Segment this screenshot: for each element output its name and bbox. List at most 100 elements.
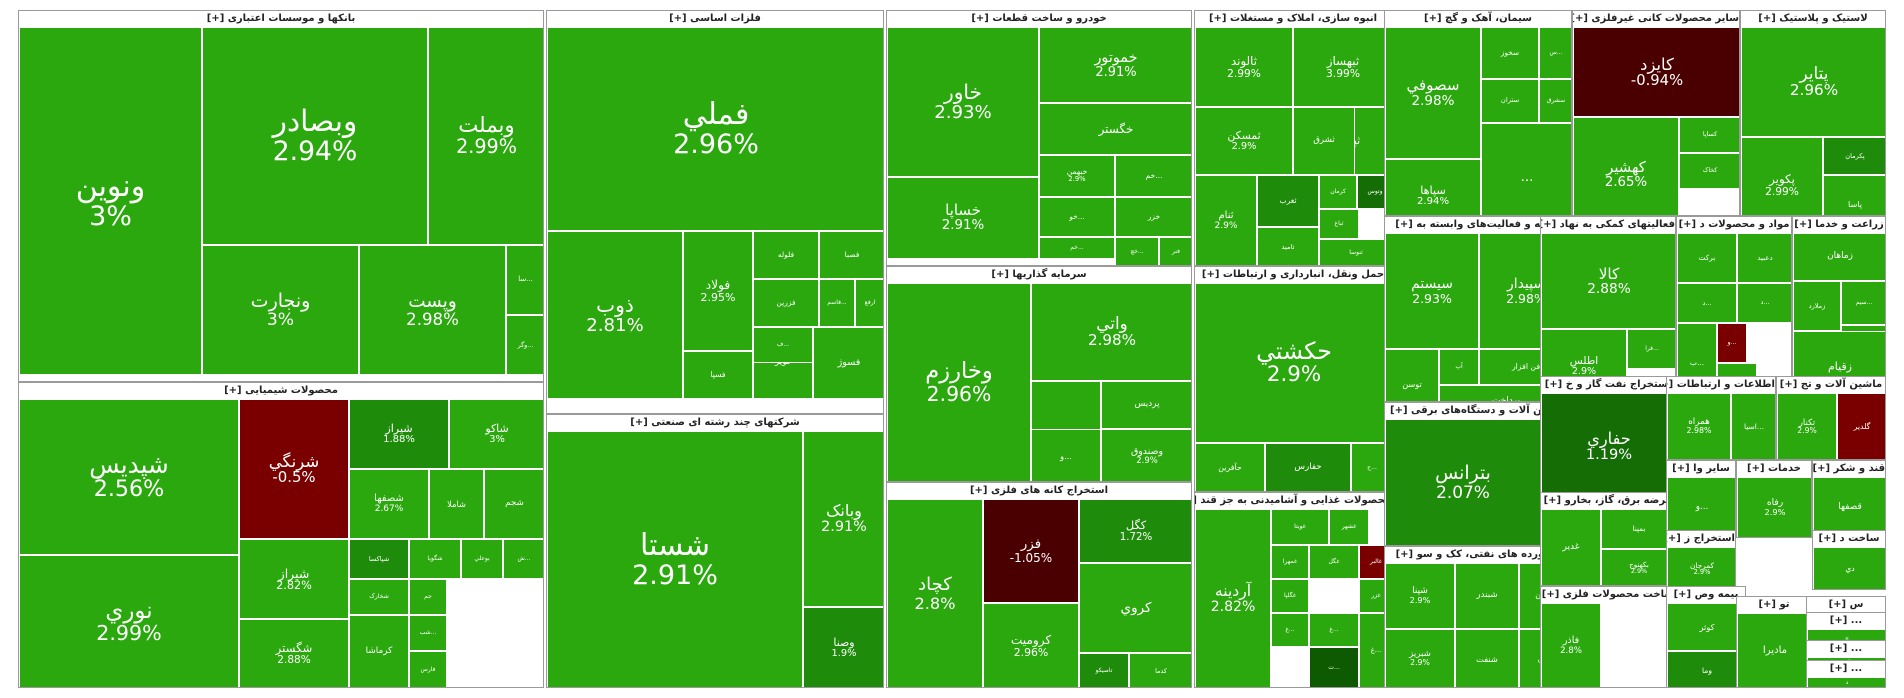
treemap-tile[interactable]: کالا 2.88%	[1541, 233, 1675, 329]
sector-header[interactable]: اطلاعات و ارتباطات [+]	[1667, 377, 1775, 393]
treemap-tile[interactable]: وبانک 2.91%	[803, 431, 883, 607]
treemap-tile[interactable]: فلوله	[753, 231, 819, 279]
sector-header[interactable]: قند و شکر [+]	[1813, 461, 1885, 477]
treemap-tile[interactable]: ثالوند 2.99%	[1195, 27, 1293, 107]
treemap-tile[interactable]: کگل 1.72%	[1079, 499, 1191, 563]
treemap-tile[interactable]: ارفع	[855, 279, 883, 327]
treemap-tile[interactable]: قصفها	[1813, 477, 1885, 537]
treemap-tile[interactable]: سصوفي 2.98%	[1385, 27, 1481, 159]
sector-header[interactable]: رایانه و فعالیت‌های وابسته به [+]	[1385, 217, 1571, 233]
treemap-tile[interactable]: و...	[1031, 429, 1101, 481]
treemap-tile[interactable]: غگل	[1309, 545, 1359, 579]
sector-header[interactable]: استخراج ز [+]	[1667, 531, 1735, 547]
treemap-tile[interactable]: ثاميد	[1257, 227, 1319, 265]
treemap-tile[interactable]: ثبهساز 3.99%	[1293, 27, 1391, 107]
treemap-tile[interactable]: غ...	[1309, 613, 1359, 647]
treemap-tile[interactable]: سيستم 2.93%	[1385, 233, 1479, 349]
treemap-tile[interactable]: خزر	[1115, 197, 1191, 237]
treemap-tile[interactable]: خساپا 2.91%	[887, 177, 1039, 259]
sector-header[interactable]: استخراج کانه های فلزی [+]	[887, 483, 1191, 499]
treemap-tile[interactable]: سشرق	[1539, 79, 1571, 123]
treemap-tile[interactable]: و...	[1717, 323, 1747, 363]
treemap-tile[interactable]: بمپنا	[1601, 509, 1675, 549]
treemap-tile[interactable]: فسوژ	[813, 327, 883, 399]
treemap-tile[interactable]: کرمان	[1319, 175, 1357, 209]
treemap-tile[interactable]: همراه 2.98%	[1667, 393, 1731, 459]
treemap-tile[interactable]: کايزد -0.94%	[1573, 27, 1739, 117]
treemap-tile[interactable]: ...	[1481, 123, 1571, 215]
sector-header[interactable]: فراورده های نفتی، کک و سو [+]	[1385, 547, 1571, 563]
treemap-tile[interactable]: غشهر	[1329, 509, 1369, 545]
treemap-tile[interactable]: بترانس 2.07%	[1385, 419, 1541, 545]
treemap-tile[interactable]: وما	[1667, 651, 1745, 687]
treemap-tile[interactable]: شپنا 2.9%	[1385, 563, 1455, 629]
treemap-tile[interactable]: کروي	[1079, 563, 1191, 653]
treemap-tile[interactable]: شپاکسا	[349, 539, 409, 579]
treemap-tile[interactable]: ثشرق	[1293, 107, 1355, 175]
treemap-tile[interactable]: شخارک	[349, 579, 409, 615]
sector-header[interactable]: ساخت محصولات فلزی [+]	[1541, 587, 1675, 603]
treemap-tile[interactable]: د	[1807, 677, 1885, 687]
treemap-tile[interactable]: شصفها 2.67%	[349, 469, 429, 539]
treemap-tile[interactable]: کخاک	[1679, 153, 1739, 189]
sector-header[interactable]: محصولات شیمیایی [+]	[19, 383, 543, 399]
sector-header[interactable]: استخراج نفت گاز و خ [+]	[1541, 377, 1675, 393]
treemap-tile[interactable]: شب...	[409, 615, 447, 651]
sector-header[interactable]: زراعت و خدما [+]	[1793, 217, 1885, 233]
treemap-tile[interactable]: شگستر 2.88%	[239, 619, 349, 687]
treemap-tile[interactable]: فرا...	[1627, 329, 1675, 369]
treemap-tile[interactable]: تکنار 2.9%	[1777, 393, 1837, 459]
sector-header[interactable]: ... [+]	[1807, 661, 1885, 677]
treemap-tile[interactable]: ثباغ	[1319, 209, 1359, 239]
treemap-tile[interactable]: غدير	[1541, 509, 1601, 585]
treemap-tile[interactable]: ثنام 2.9%	[1195, 175, 1257, 265]
sector-header[interactable]: فلزات اساسی [+]	[547, 11, 883, 27]
sector-header[interactable]: مواد و محصولات د [+]	[1677, 217, 1791, 233]
sector-header[interactable]: س [+]	[1807, 597, 1885, 613]
sector-header[interactable]: انبوه سازی، املاک و مستغلات [+]	[1195, 11, 1391, 27]
treemap-tile[interactable]: سيم...	[1841, 281, 1885, 325]
treemap-tile[interactable]: ونجارت 3%	[202, 245, 359, 375]
treemap-tile[interactable]: خو...	[1039, 197, 1115, 237]
sector-header[interactable]: ماشین آلات و تج [+]	[1777, 377, 1885, 393]
treemap-tile[interactable]: بکهنوج 2.9%	[1601, 549, 1675, 585]
treemap-tile[interactable]: حفارس	[1265, 443, 1351, 491]
treemap-tile[interactable]: پرديس	[1101, 381, 1191, 429]
treemap-tile[interactable]: د...	[1677, 283, 1737, 323]
treemap-tile[interactable]: فاسم...	[819, 279, 855, 327]
sector-header[interactable]: حمل ونقل، انبارداری و ارتباطات [+]	[1195, 267, 1391, 283]
treemap-tile[interactable]: زملارد	[1793, 281, 1841, 331]
treemap-tile[interactable]: خچ...	[1115, 237, 1159, 265]
treemap-tile[interactable]: و...	[1667, 477, 1735, 537]
sector-header[interactable]: فعالیتهای کمکی به نهاد [+]	[1541, 217, 1675, 233]
treemap-tile[interactable]: غ...	[1271, 613, 1309, 647]
treemap-tile[interactable]: خاور 2.93%	[887, 27, 1039, 177]
treemap-tile[interactable]: شستا 2.91%	[547, 431, 803, 687]
treemap-tile[interactable]: آردينه 2.82%	[1195, 509, 1271, 687]
treemap-tile[interactable]: غگلپا	[1271, 579, 1309, 613]
sector-header[interactable]: ماشین آلات و دستگاه‌های برقی [+]	[1385, 403, 1571, 419]
treemap-tile[interactable]: فاذر 2.8%	[1541, 603, 1601, 687]
treemap-tile[interactable]: وبصادر 2.94%	[202, 27, 428, 245]
treemap-tile[interactable]: کساپا	[1679, 117, 1739, 153]
treemap-tile[interactable]: شاملا	[429, 469, 484, 539]
treemap-tile[interactable]: کمرجان 2.9%	[1667, 547, 1735, 589]
treemap-tile[interactable]: شجم	[484, 469, 543, 539]
treemap-tile[interactable]: سا...	[506, 245, 543, 315]
treemap-tile[interactable]: پکرمان	[1823, 137, 1885, 175]
treemap-tile[interactable]: فولاد 2.95%	[683, 231, 753, 351]
treemap-tile[interactable]: بوعلي	[461, 539, 503, 579]
treemap-tile[interactable]: فارس	[409, 651, 447, 687]
treemap-tile[interactable]: زماهان	[1793, 233, 1885, 281]
treemap-tile[interactable]: تاصيکو	[1079, 653, 1129, 687]
treemap-tile[interactable]: حفاري 1.19%	[1541, 393, 1675, 499]
sector-header[interactable]: سیمان، آهک و گچ [+]	[1385, 11, 1571, 27]
treemap-tile[interactable]: ثمسکن 2.9%	[1195, 107, 1293, 175]
treemap-tile[interactable]: کچاد 2.8%	[887, 499, 983, 687]
treemap-tile[interactable]: س...	[1539, 27, 1571, 79]
treemap-tile[interactable]: فصبا	[819, 231, 883, 279]
treemap-tile[interactable]: دي	[1813, 547, 1885, 589]
treemap-tile[interactable]: حآفرين	[1195, 443, 1265, 491]
treemap-tile[interactable]: وصندوق 2.9%	[1101, 429, 1191, 481]
treemap-tile[interactable]: وصنا 1.9%	[803, 607, 883, 687]
